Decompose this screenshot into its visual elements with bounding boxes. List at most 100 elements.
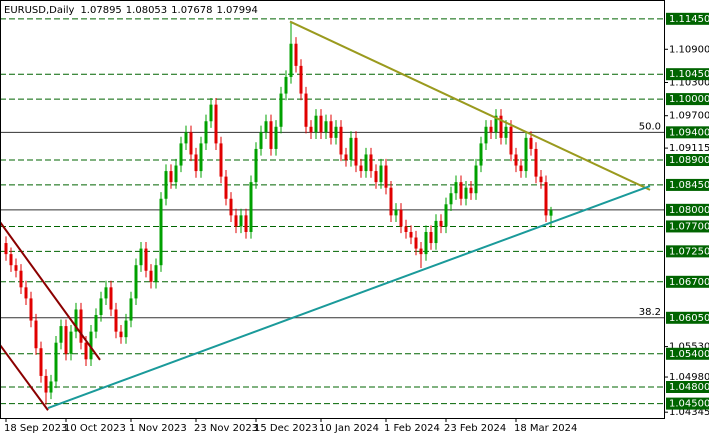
trend-line (0, 344, 49, 411)
level-label-box (666, 126, 709, 139)
candle-body (289, 43, 293, 77)
candle-body (154, 265, 158, 282)
candle-body (279, 93, 283, 127)
candle-body (39, 348, 43, 376)
candle-body (24, 287, 28, 299)
y-tick-label: 1.09700 (669, 111, 709, 122)
y-tick-label: 1.04980 (669, 372, 709, 383)
candle-body (19, 270, 23, 288)
candle-body (344, 154, 348, 161)
candle-body (239, 215, 243, 227)
candle-body (534, 148, 538, 177)
candle-body (419, 248, 423, 255)
trend-line (0, 221, 101, 361)
trend-line (47, 185, 651, 409)
symbol: EURUSD,Daily (4, 5, 75, 16)
candle-body (544, 182, 548, 216)
candle-body (34, 320, 38, 349)
level-label-box (666, 203, 709, 216)
candle-body (264, 121, 268, 133)
x-tick-label: 23 Feb 2024 (444, 423, 506, 434)
candle-body (409, 231, 413, 238)
level-label-box (666, 93, 709, 106)
candle-body (414, 237, 418, 249)
candle-body (134, 265, 138, 299)
candle-body (29, 298, 33, 321)
candle-body (229, 198, 233, 216)
candle-body (304, 93, 308, 127)
candle-body (309, 126, 313, 133)
candle-body (224, 176, 228, 199)
candle-body (109, 287, 113, 310)
y-tick-label: 1.09115 (669, 143, 709, 154)
candle-body (284, 76, 288, 94)
level-label-box (666, 275, 709, 288)
candle-body (509, 126, 513, 155)
candle-body (119, 331, 123, 338)
candle-body (214, 104, 218, 144)
level-label: 1.08450 (669, 180, 709, 191)
candle-body (89, 331, 93, 360)
candle-body (259, 132, 263, 149)
candle-body (314, 115, 318, 133)
candle-body (439, 220, 443, 227)
x-tick-label: 10 Jan 2024 (319, 423, 379, 434)
level-label-box (666, 68, 709, 81)
candle-body (254, 148, 258, 183)
x-tick-label: 1 Nov 2023 (129, 423, 187, 434)
candle-body (489, 126, 493, 133)
level-label: 1.06700 (669, 277, 709, 288)
candle-body (334, 126, 338, 138)
candle-body (479, 143, 483, 166)
candle-body (364, 154, 368, 172)
candle-body (139, 248, 143, 266)
candle-body (199, 143, 203, 172)
y-tick-label: 1.10300 (669, 77, 709, 88)
candle-body (84, 342, 88, 360)
level-label: 1.08900 (669, 155, 709, 166)
candle-body (9, 254, 13, 266)
candle-body (444, 204, 448, 227)
candle-body (124, 320, 128, 338)
candle-body (374, 171, 378, 183)
level-label: 1.07250 (669, 246, 709, 257)
open-value: 1.07895 (80, 5, 121, 16)
candle-body (104, 287, 108, 299)
candle-body (159, 198, 163, 266)
level-label: 1.04500 (669, 399, 709, 410)
candle-body (64, 326, 68, 354)
candle-body (469, 187, 473, 194)
candle-body (524, 137, 528, 172)
candle-body (529, 137, 533, 149)
candle-body (449, 193, 453, 205)
candle-body (459, 182, 463, 199)
level-label: 1.05400 (669, 349, 709, 360)
candle-body (114, 309, 118, 332)
y-tick-label: 1.05530 (669, 342, 709, 353)
candle-body (464, 187, 468, 199)
level-label-box (666, 311, 709, 324)
candle-body (434, 220, 438, 244)
candle-body (319, 115, 323, 133)
candle-body (519, 165, 523, 172)
candle-body (174, 165, 178, 183)
level-label: 1.08000 (669, 205, 709, 216)
x-tick-label: 23 Nov 2023 (194, 423, 258, 434)
candle-body (4, 243, 8, 255)
fib-label: 50.0 (639, 121, 661, 132)
candle-body (244, 215, 248, 232)
candle-body (484, 126, 488, 144)
candle-body (249, 182, 253, 232)
y-tick-label: 1.04345 (669, 407, 709, 418)
candle-body (209, 104, 213, 122)
candle-body (79, 309, 83, 343)
candle-body (539, 176, 543, 183)
level-label: 1.07700 (669, 221, 709, 232)
low-value: 1.07678 (171, 5, 212, 16)
candle-body (74, 309, 78, 332)
candle-body (429, 231, 433, 244)
candle-body (359, 165, 363, 172)
level-label: 1.04800 (669, 382, 709, 393)
candle-body (274, 126, 278, 149)
candle-body (349, 137, 353, 161)
